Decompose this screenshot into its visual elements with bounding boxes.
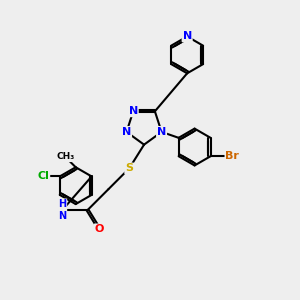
Text: S: S <box>125 164 133 173</box>
Text: N: N <box>129 106 138 116</box>
Text: H
N: H N <box>58 199 66 221</box>
Text: Br: Br <box>225 151 239 161</box>
Text: Cl: Cl <box>38 172 49 182</box>
Text: N: N <box>182 32 192 41</box>
Text: N: N <box>157 127 166 137</box>
Text: O: O <box>95 224 104 234</box>
Text: CH₃: CH₃ <box>56 152 74 161</box>
Text: N: N <box>122 127 131 137</box>
